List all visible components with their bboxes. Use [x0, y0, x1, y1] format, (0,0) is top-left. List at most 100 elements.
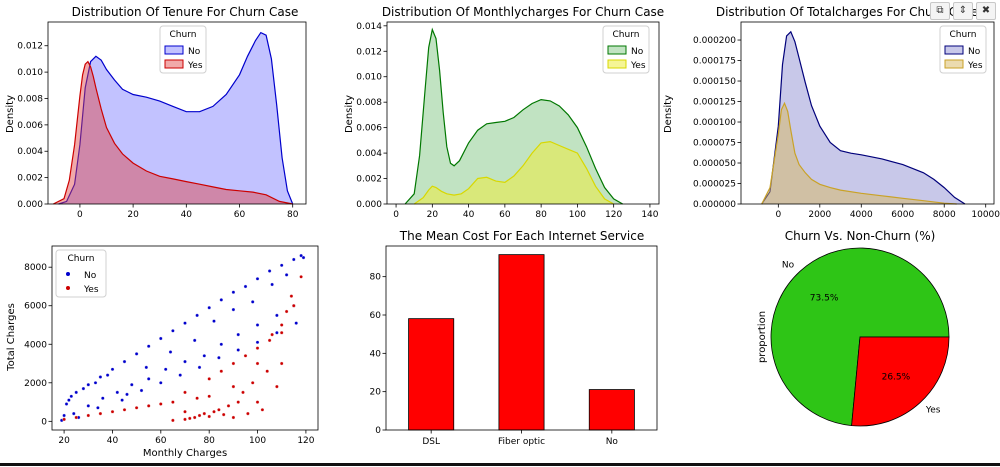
scatter-point-yes: [122, 408, 127, 412]
y-tick-label: 0.000200: [693, 36, 736, 46]
scatter-point-no: [275, 330, 279, 335]
scatter-point-no: [255, 277, 260, 281]
scatter-point-no: [236, 332, 240, 337]
scatter-point-yes: [171, 400, 175, 404]
y-tick-label: 0.002: [17, 174, 43, 184]
bar-dsl: [408, 318, 455, 431]
scatter-point-yes: [183, 417, 187, 422]
y-tick-label: 0.000150: [693, 77, 736, 87]
y-tick-label: 0.000125: [693, 98, 736, 108]
legend-box: [55, 249, 107, 298]
scatter-point-yes: [265, 369, 269, 373]
x-tick-label: 8000: [933, 210, 956, 220]
scatter-point-no: [299, 253, 303, 258]
y-tick-label: 0.008: [356, 98, 382, 108]
scatter-point-yes: [221, 412, 226, 417]
y-tick-label: 40: [370, 349, 382, 359]
scatter-point-yes: [250, 381, 255, 385]
legend-swatch: [607, 59, 627, 69]
plot-frame: [386, 21, 660, 205]
scatter-point-yes: [279, 361, 284, 366]
scatter-point-no: [219, 342, 224, 347]
plot-frame: [740, 21, 995, 205]
chart-title: Distribution Of Tenure For Churn Case: [72, 5, 299, 19]
scatter-point-no: [217, 355, 221, 360]
scatter-point-no: [270, 282, 274, 287]
total-charges-kde-chart: Distribution Of Totalcharges For Churn C…: [663, 5, 1000, 220]
scatter-point-no: [255, 323, 260, 327]
x-tick-label: 60: [499, 210, 511, 220]
y-tick-label: 2000: [24, 379, 47, 389]
delete-icon[interactable]: ✖: [976, 2, 996, 20]
bar-no: [588, 389, 635, 431]
y-tick-label: 0.004: [356, 149, 382, 159]
y-axis-label: Density: [663, 95, 674, 133]
scatter-point-no: [192, 338, 197, 343]
x-tick-label: 20: [127, 210, 139, 220]
x-tick-label: 120: [297, 436, 314, 446]
plot-frame: [47, 21, 307, 205]
scatter-point-no: [219, 298, 224, 302]
pie-pct-label: 26.5%: [882, 373, 911, 383]
scatter-point-no: [279, 263, 284, 268]
x-tick-label: 80: [203, 436, 215, 446]
pie-pct-label: 73.5%: [810, 294, 839, 304]
bar-fiber-optic: [498, 254, 545, 431]
kde-area-yes: [53, 61, 293, 204]
pie-slice-yes: [851, 336, 950, 427]
y-tick-label: 0.000000: [693, 200, 736, 210]
x-tick-label: 60: [234, 210, 246, 220]
scatter-point-yes: [171, 418, 175, 423]
scatter-point-yes: [207, 377, 211, 381]
scatter-point-no: [105, 373, 110, 377]
x-tick-label: 40: [107, 436, 119, 446]
scatter-point-yes: [192, 415, 197, 420]
scatter-point-no: [101, 396, 105, 400]
scatter-point-no: [69, 394, 74, 399]
copy-icon[interactable]: ⧉: [930, 2, 950, 20]
y-tick-label: 0.004: [17, 147, 43, 157]
scatter-point-no: [301, 255, 306, 260]
scatter-point-yes: [62, 417, 66, 422]
x-tick-label: No: [606, 437, 619, 447]
scatter-point-no: [93, 381, 98, 385]
pie-category-label: No: [782, 261, 795, 271]
legend-label: Yes: [187, 61, 203, 71]
scatter-point-no: [243, 284, 248, 289]
scatter-point-no: [67, 398, 71, 402]
scatter-point-no: [64, 402, 69, 406]
y-tick-label: 0.010: [356, 73, 382, 83]
scatter-point-yes: [267, 338, 272, 343]
expand-icon[interactable]: ⇕: [953, 2, 973, 20]
scatter-point-yes: [255, 361, 260, 366]
churn-pie-chart: Churn Vs. Non-Churn (%) proportion 73.5%…: [757, 229, 950, 427]
scatter-point-no: [98, 375, 103, 379]
x-tick-label: 10000: [971, 210, 1000, 220]
scatter-point-no: [72, 411, 76, 416]
scatter-point-yes: [231, 415, 236, 420]
x-tick-label: 40: [463, 210, 475, 220]
chart-title: The Mean Cost For Each Internet Service: [399, 229, 644, 243]
scatter-point-yes: [74, 415, 78, 420]
scatter-point-yes: [255, 346, 260, 350]
legend-label: Yes: [83, 285, 99, 295]
scatter-point-no: [292, 257, 296, 262]
chart-title: Distribution Of Totalcharges For Churn C…: [716, 5, 978, 19]
scatter-point-no: [96, 406, 100, 410]
y-axis-label: proportion: [757, 311, 768, 363]
y-tick-label: 0.012: [17, 42, 43, 52]
scatter-point-no: [195, 313, 199, 318]
scatter-point-yes: [217, 408, 221, 412]
y-tick-label: 0.000100: [693, 118, 736, 128]
scatter-point-no: [144, 365, 149, 370]
plot-frame: [51, 245, 319, 431]
cell-toolbar: ⧉ ⇕ ✖: [930, 2, 996, 20]
pie-category-label: Yes: [925, 405, 941, 415]
y-tick-label: 6000: [24, 302, 47, 312]
plot-frame: [385, 245, 658, 431]
legend-marker: [66, 272, 70, 276]
scatter-point-no: [267, 269, 272, 273]
scatter-point-yes: [134, 406, 139, 410]
scatter-point-no: [202, 354, 207, 358]
legend-label: No: [631, 47, 644, 57]
